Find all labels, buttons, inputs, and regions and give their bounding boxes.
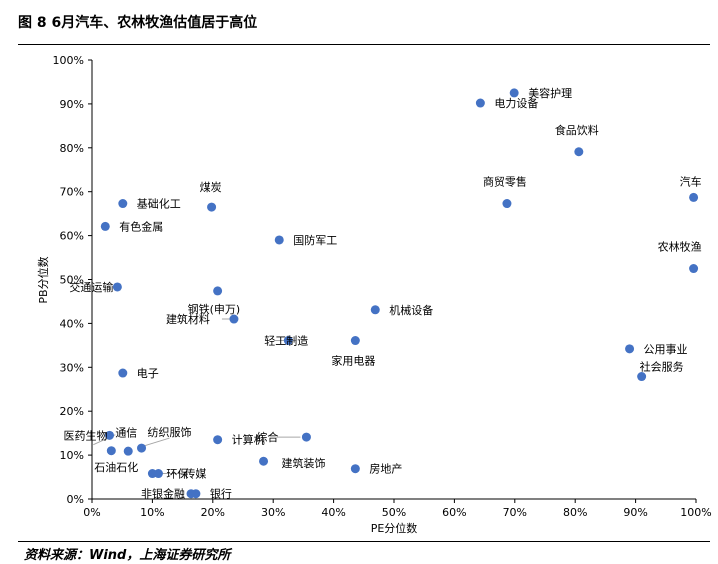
data-point-point-14 bbox=[283, 336, 293, 346]
y-tick-label: 10% bbox=[60, 449, 84, 462]
y-tick-label: 80% bbox=[60, 142, 84, 155]
data-label-point-28: 传媒 bbox=[184, 468, 206, 481]
y-tick-label: 70% bbox=[60, 186, 84, 199]
x-tick-label: 10% bbox=[140, 506, 164, 519]
x-tick-label: 0% bbox=[83, 506, 100, 519]
tick-labels: 0% 10% 20% 30% 40% 50% 60% 70% 80% 90% 100% 0% 10% 20… bbox=[53, 54, 712, 519]
data-label-point-6: 基础化工 bbox=[137, 197, 181, 211]
data-label-point-14: 轻工制造 bbox=[264, 334, 308, 348]
data-label-point-10: 交通运输 bbox=[69, 280, 113, 294]
y-tick-label: 20% bbox=[60, 405, 84, 418]
data-label-point-20: 通信 bbox=[115, 427, 137, 440]
data-label-point-17: 社会服务 bbox=[640, 360, 684, 374]
x-tick-label: 40% bbox=[321, 506, 345, 519]
data-point-point-28 bbox=[153, 469, 163, 479]
data-label-point-19: 医药生物 bbox=[64, 428, 108, 442]
data-label-point-27: 环保 bbox=[166, 467, 188, 481]
data-point-point-17 bbox=[637, 372, 647, 382]
figure-title: 图 8 6月汽车、农林牧渔估值居于高位 bbox=[18, 15, 258, 31]
x-tick-label: 80% bbox=[563, 506, 587, 519]
leader-line bbox=[143, 437, 170, 447]
x-tick-label: 20% bbox=[201, 506, 225, 519]
data-label-point-2: 食品饮料 bbox=[555, 123, 599, 137]
data-label-point-9: 农林牧渔 bbox=[658, 240, 702, 254]
y-axis-label: PB分位数 bbox=[36, 256, 50, 303]
y-tick-label: 30% bbox=[60, 361, 84, 374]
data-point-point-22 bbox=[123, 446, 133, 456]
data-label-point-25: 建筑装饰 bbox=[282, 456, 326, 470]
data-label-point-11: 钢铁(申万) bbox=[188, 303, 241, 316]
x-tick-label: 50% bbox=[382, 506, 406, 519]
data-label-point-0: 美容护理 bbox=[528, 86, 572, 100]
data-label-point-23: 计算机 bbox=[232, 433, 265, 447]
data-point-point-23 bbox=[213, 435, 223, 445]
x-tick-label: 30% bbox=[261, 506, 285, 519]
data-point-point-9 bbox=[689, 264, 699, 274]
data-point-point-25 bbox=[259, 456, 269, 466]
data-label-point-18: 电子 bbox=[137, 367, 159, 380]
data-points bbox=[100, 88, 699, 499]
data-label-point-8: 国防军工 bbox=[293, 233, 337, 247]
data-point-point-0 bbox=[509, 88, 519, 98]
source-rule bbox=[18, 541, 710, 542]
y-tick-label: 60% bbox=[60, 230, 84, 243]
chart-axes bbox=[88, 59, 697, 503]
data-label-point-16: 公用事业 bbox=[644, 343, 688, 356]
y-tick-label: 90% bbox=[60, 98, 84, 111]
data-label-point-15: 家用电器 bbox=[331, 354, 375, 368]
data-point-point-13 bbox=[229, 314, 239, 324]
y-tick-label: 100% bbox=[53, 54, 84, 67]
data-label-point-30: 银行 bbox=[210, 487, 232, 501]
x-tick-label: 100% bbox=[680, 506, 711, 519]
data-point-point-4 bbox=[502, 199, 512, 209]
data-label-point-21: 纺织服饰 bbox=[148, 425, 192, 439]
data-point-point-21 bbox=[137, 443, 147, 453]
x-tick-label: 60% bbox=[442, 506, 466, 519]
data-label-point-5: 煤炭 bbox=[200, 181, 222, 194]
data-point-point-12 bbox=[370, 305, 380, 315]
data-point-point-30 bbox=[191, 489, 201, 499]
data-point-point-1 bbox=[475, 98, 485, 108]
x-tick-label: 70% bbox=[503, 506, 527, 519]
data-label-point-13: 建筑材料 bbox=[166, 312, 210, 326]
data-label-point-1: 电力设备 bbox=[494, 96, 538, 110]
data-point-point-11 bbox=[213, 286, 223, 296]
data-point-point-6 bbox=[118, 199, 128, 209]
data-point-point-8 bbox=[274, 235, 284, 245]
title-rule bbox=[18, 44, 710, 45]
data-point-point-10 bbox=[112, 282, 122, 292]
data-point-point-18 bbox=[118, 368, 128, 378]
y-tick-label: 50% bbox=[60, 274, 84, 287]
source-note: 资料来源：Wind，上海证券研究所 bbox=[24, 548, 231, 563]
data-label-point-29: 非银金融 bbox=[141, 487, 185, 501]
data-point-point-16 bbox=[625, 344, 635, 354]
y-tick-label: 0% bbox=[67, 493, 84, 506]
data-point-point-20 bbox=[106, 446, 116, 456]
data-label-point-7: 有色金属 bbox=[119, 219, 163, 233]
data-point-point-19 bbox=[105, 430, 115, 440]
data-label-point-3: 汽车 bbox=[680, 174, 702, 188]
data-label-point-4: 商贸零售 bbox=[483, 175, 527, 189]
x-tick-label: 90% bbox=[623, 506, 647, 519]
data-point-point-5 bbox=[207, 202, 217, 212]
data-point-point-2 bbox=[574, 147, 584, 157]
data-point-point-3 bbox=[689, 192, 699, 202]
data-point-point-7 bbox=[100, 221, 110, 231]
data-label-point-26: 房地产 bbox=[369, 462, 402, 476]
data-label-point-24: 综合 bbox=[256, 430, 278, 444]
y-tick-label: 40% bbox=[60, 317, 84, 330]
data-point-point-15 bbox=[350, 336, 360, 346]
data-point-point-26 bbox=[350, 464, 360, 474]
data-label-point-22: 石油石化 bbox=[94, 460, 138, 474]
data-label-point-12: 机械设备 bbox=[389, 303, 433, 317]
x-axis-label: PE分位数 bbox=[371, 521, 418, 535]
data-point-point-24 bbox=[301, 432, 311, 442]
